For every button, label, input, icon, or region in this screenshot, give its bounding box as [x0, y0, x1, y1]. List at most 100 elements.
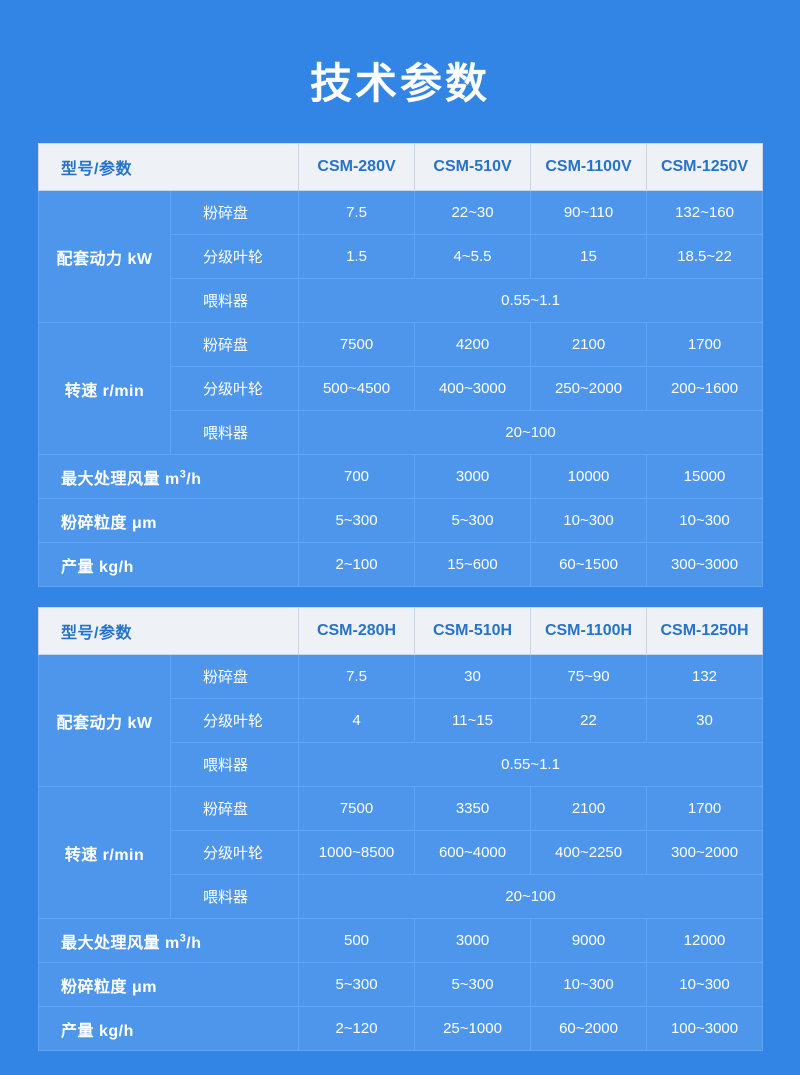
- row-label-text: 最大处理风量 m: [61, 470, 180, 488]
- value-cell: 4~5.5: [414, 234, 532, 279]
- sub-row-label: 分级叶轮: [169, 830, 300, 875]
- row-label-superscript: 3: [179, 932, 187, 945]
- row-label: 产量 kg/h: [37, 1006, 300, 1051]
- value-cell: 100~3000: [646, 1006, 764, 1051]
- value-cell: 3350: [414, 786, 532, 831]
- row-label-suffix: /h: [186, 934, 202, 952]
- value-cell: 500~4500: [298, 366, 416, 411]
- value-cell: 22~30: [414, 190, 532, 235]
- merged-value-cell: 0.55~1.1: [298, 742, 764, 787]
- header-model-csm-280h: CSM-280H: [298, 607, 416, 655]
- table-row: 分级叶轮 1000~8500 600~4000 400~2250 300~2000: [39, 830, 764, 875]
- row-label: 产量 kg/h: [37, 542, 300, 587]
- value-cell: 22: [530, 698, 648, 743]
- table-header-row: 型号/参数 CSM-280H CSM-510H CSM-1100H CSM-1250H: [37, 607, 764, 655]
- table-row: 最大处理风量 m3/h 700 3000 10000 15000: [37, 454, 764, 499]
- value-cell: 2100: [530, 786, 648, 831]
- value-cell: 5~300: [298, 498, 416, 543]
- value-cell: 2~120: [298, 1006, 416, 1051]
- table-row: 分级叶轮 500~4500 400~3000 250~2000 200~1600: [39, 366, 764, 411]
- header-model-csm-1250v: CSM-1250V: [646, 143, 764, 191]
- row-label-text: 粉碎粒度 μm: [61, 978, 157, 996]
- value-cell: 1700: [646, 786, 764, 831]
- value-cell: 132: [646, 654, 764, 699]
- table-row: 分级叶轮 4 11~15 22 30: [39, 698, 764, 743]
- value-cell: 132~160: [646, 190, 764, 235]
- value-cell: 1000~8500: [298, 830, 416, 875]
- value-cell: 9000: [530, 918, 648, 963]
- sub-row-label: 粉碎盘: [169, 190, 300, 235]
- group-label: 转速 r/min: [38, 786, 171, 919]
- sub-row-label: 粉碎盘: [169, 322, 300, 367]
- value-cell: 7.5: [298, 654, 416, 699]
- sub-row-label: 粉碎盘: [169, 786, 300, 831]
- row-label-text: 产量 kg/h: [61, 558, 134, 576]
- value-cell: 5~300: [298, 962, 416, 1007]
- sub-row-label: 喂料器: [169, 410, 300, 455]
- value-cell: 60~2000: [530, 1006, 648, 1051]
- sub-row-label: 分级叶轮: [169, 366, 300, 411]
- value-cell: 10~300: [530, 962, 648, 1007]
- group-label: 配套动力 kW: [38, 654, 171, 787]
- value-cell: 5~300: [414, 962, 532, 1007]
- sub-row-label: 喂料器: [169, 278, 300, 323]
- sub-row-label: 粉碎盘: [169, 654, 300, 699]
- value-cell: 11~15: [414, 698, 532, 743]
- value-cell: 7.5: [298, 190, 416, 235]
- value-cell: 15~600: [414, 542, 532, 587]
- value-cell: 10~300: [530, 498, 648, 543]
- value-cell: 4: [298, 698, 416, 743]
- value-cell: 10000: [530, 454, 648, 499]
- value-cell: 90~110: [530, 190, 648, 235]
- header-model-csm-1100v: CSM-1100V: [530, 143, 648, 191]
- table-row: 最大处理风量 m3/h 500 3000 9000 12000: [37, 918, 764, 963]
- sub-row-label: 喂料器: [169, 874, 300, 919]
- table-row: 配套动力 kW 粉碎盘 7.5 30 75~90 132: [38, 654, 764, 787]
- merged-value-cell: 20~100: [298, 874, 764, 919]
- table-row: 喂料器 0.55~1.1: [39, 742, 764, 787]
- value-cell: 60~1500: [530, 542, 648, 587]
- page-title: 技术参数: [309, 60, 490, 107]
- table-row: 粉碎粒度 μm 5~300 5~300 10~300 10~300: [37, 498, 764, 543]
- table-row: 粉碎粒度 μm 5~300 5~300 10~300 10~300: [37, 962, 764, 1007]
- header-model-csm-510h: CSM-510H: [414, 607, 532, 655]
- header-model-label: 型号/参数: [37, 607, 300, 655]
- table-row: 分级叶轮 1.5 4~5.5 15 18.5~22: [39, 234, 764, 279]
- spec-table-h-series: 型号/参数 CSM-280H CSM-510H CSM-1100H CSM-1250H 配…: [37, 607, 764, 1051]
- table-row: 喂料器 20~100: [39, 410, 764, 455]
- value-cell: 400~2250: [530, 830, 648, 875]
- value-cell: 15000: [646, 454, 764, 499]
- value-cell: 250~2000: [530, 366, 648, 411]
- sub-row-label: 分级叶轮: [169, 234, 300, 279]
- header-model-csm-1100h: CSM-1100H: [530, 607, 648, 655]
- value-cell: 30: [414, 654, 532, 699]
- value-cell: 200~1600: [646, 366, 764, 411]
- header-model-csm-280v: CSM-280V: [298, 143, 416, 191]
- value-cell: 15: [530, 234, 648, 279]
- value-cell: 25~1000: [414, 1006, 532, 1051]
- merged-value-cell: 0.55~1.1: [298, 278, 764, 323]
- merged-value-cell: 20~100: [298, 410, 764, 455]
- value-cell: 700: [298, 454, 416, 499]
- header-model-csm-1250h: CSM-1250H: [646, 607, 764, 655]
- value-cell: 7500: [298, 322, 416, 367]
- value-cell: 75~90: [530, 654, 648, 699]
- row-label-text: 粉碎粒度 μm: [61, 514, 157, 532]
- tables-container: 型号/参数 CSM-280V CSM-510V CSM-1100V CSM-1250V 配…: [0, 143, 800, 1051]
- table-header-row: 型号/参数 CSM-280V CSM-510V CSM-1100V CSM-1250V: [37, 143, 764, 191]
- value-cell: 300~2000: [646, 830, 764, 875]
- value-cell: 1.5: [298, 234, 416, 279]
- table-row: 产量 kg/h 2~100 15~600 60~1500 300~3000: [37, 542, 764, 587]
- row-label-text: 最大处理风量 m: [61, 934, 180, 952]
- value-cell: 18.5~22: [646, 234, 764, 279]
- row-label-text: 产量 kg/h: [61, 1022, 134, 1040]
- value-cell: 7500: [298, 786, 416, 831]
- value-cell: 5~300: [414, 498, 532, 543]
- table-row: 配套动力 kW 粉碎盘 7.5 22~30 90~110 132~160: [38, 190, 764, 323]
- table-row: 转速 r/min 粉碎盘 7500 4200 2100 1700: [38, 322, 764, 455]
- value-cell: 300~3000: [646, 542, 764, 587]
- table-row: 产量 kg/h 2~120 25~1000 60~2000 100~3000: [37, 1006, 764, 1051]
- header-model-label: 型号/参数: [37, 143, 300, 191]
- value-cell: 3000: [414, 454, 532, 499]
